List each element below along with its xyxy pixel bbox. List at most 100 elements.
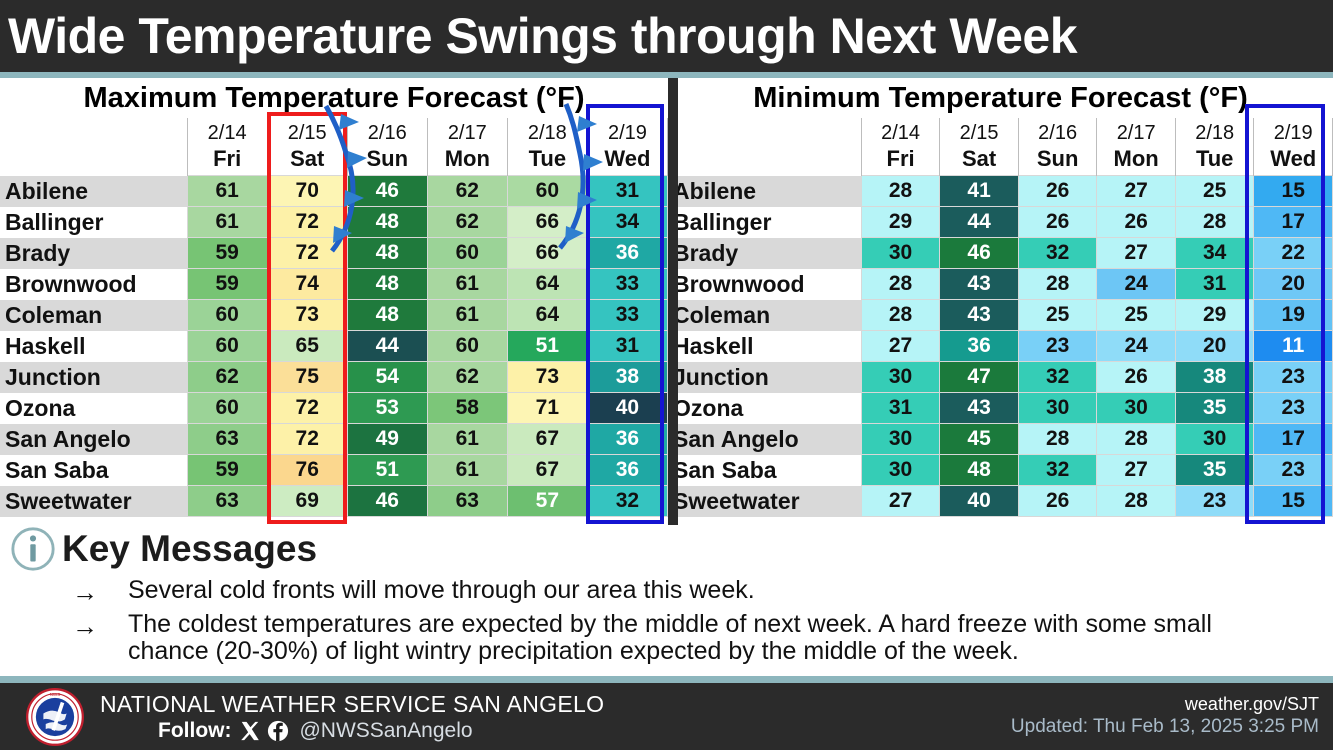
follow-row: Follow: @NWSSanAngelo bbox=[158, 719, 604, 743]
panel-divider bbox=[668, 78, 678, 525]
max-temp-cell: 76 bbox=[266, 454, 348, 486]
min-table-body: Abilene 28 41 26 27 25 15 Ballinger 29 44 26 26 28 17… bbox=[668, 175, 1333, 517]
min-temp-cell: 45 bbox=[939, 423, 1019, 455]
footer-bar: NWS NATIONAL WEATHER SERVICE SAN ANGELO … bbox=[0, 683, 1333, 750]
min-temp-cell: 31 bbox=[860, 392, 941, 424]
max-city-label: Ballinger bbox=[0, 206, 188, 238]
max-date-header-1: 2/15 bbox=[266, 118, 348, 146]
max-temp-cell: 48 bbox=[346, 206, 428, 238]
max-temp-cell: 62 bbox=[426, 361, 508, 393]
min-temp-cell: 25 bbox=[1174, 175, 1255, 207]
min-temp-cell: 29 bbox=[1174, 299, 1255, 331]
bullet-arrow-icon: → bbox=[72, 611, 98, 641]
min-temp-cell: 28 bbox=[1096, 485, 1176, 517]
min-city-label: Ballinger bbox=[668, 206, 862, 238]
table-row: San Angelo 63 72 49 61 67 36 bbox=[0, 423, 669, 455]
max-temp-cell: 31 bbox=[586, 175, 669, 207]
min-date-header-5: 2/19 bbox=[1253, 118, 1333, 146]
min-temp-cell: 35 bbox=[1174, 454, 1255, 486]
max-day-header-3: Mon bbox=[426, 146, 508, 176]
max-temp-cell: 67 bbox=[506, 454, 588, 486]
info-icon bbox=[11, 527, 55, 571]
key-message-bullet: → The coldest temperatures are expected b… bbox=[66, 611, 1333, 665]
max-temp-cell: 60 bbox=[186, 299, 268, 331]
max-temp-cell: 71 bbox=[506, 392, 588, 424]
max-temp-cell: 59 bbox=[186, 454, 268, 486]
min-temp-cell: 27 bbox=[1096, 454, 1176, 486]
max-temp-cell: 48 bbox=[346, 237, 428, 269]
min-city-label: Junction bbox=[668, 361, 862, 393]
table-row: Junction 62 75 54 62 73 38 bbox=[0, 361, 669, 393]
table-row: Ozona 60 72 53 58 71 40 bbox=[0, 392, 669, 424]
min-day-header-row: Fri Sat Sun Mon Tue Wed bbox=[668, 146, 1333, 176]
max-temp-cell: 64 bbox=[506, 299, 588, 331]
max-temp-cell: 32 bbox=[586, 485, 669, 517]
min-temp-cell: 17 bbox=[1253, 206, 1333, 238]
max-city-label: Junction bbox=[0, 361, 188, 393]
max-temp-cell: 60 bbox=[426, 237, 508, 269]
nws-logo: NWS bbox=[26, 687, 84, 746]
min-temp-cell: 27 bbox=[860, 330, 941, 362]
website-url[interactable]: weather.gov/SJT bbox=[1184, 694, 1319, 714]
min-city-label: Haskell bbox=[668, 330, 862, 362]
max-temp-cell: 51 bbox=[346, 454, 428, 486]
max-temp-cell: 66 bbox=[506, 237, 588, 269]
social-handle[interactable]: @NWSSanAngelo bbox=[299, 719, 473, 742]
max-date-header-5: 2/19 bbox=[586, 118, 669, 146]
min-temp-cell: 19 bbox=[1253, 299, 1333, 331]
key-messages-title: Key Messages bbox=[62, 528, 318, 569]
max-temp-cell: 58 bbox=[426, 392, 508, 424]
max-temp-cell: 61 bbox=[186, 175, 268, 207]
max-city-label: San Angelo bbox=[0, 423, 188, 455]
max-temp-cell: 70 bbox=[266, 175, 348, 207]
min-temp-cell: 27 bbox=[860, 485, 941, 517]
office-name: NATIONAL WEATHER SERVICE SAN ANGELO bbox=[100, 691, 605, 717]
max-temp-cell: 48 bbox=[346, 268, 428, 300]
min-temp-cell: 23 bbox=[1253, 454, 1333, 486]
table-row: Brady 30 46 32 27 34 22 bbox=[668, 237, 1333, 269]
max-temp-cell: 63 bbox=[426, 485, 508, 517]
svg-text:NWS: NWS bbox=[50, 692, 61, 697]
max-temp-cell: 40 bbox=[586, 392, 669, 424]
max-temp-cell: 72 bbox=[266, 206, 348, 238]
max-temp-cell: 69 bbox=[266, 485, 348, 517]
min-temp-cell: 43 bbox=[939, 268, 1019, 300]
max-city-label: Brownwood bbox=[0, 268, 188, 300]
min-temp-cell: 11 bbox=[1253, 330, 1333, 362]
max-temp-cell: 59 bbox=[186, 237, 268, 269]
min-city-label: Brownwood bbox=[668, 268, 862, 300]
min-temp-cell: 28 bbox=[860, 175, 941, 207]
bullet-arrow-icon: → bbox=[72, 577, 98, 607]
min-temp-cell: 25 bbox=[1096, 299, 1176, 331]
max-day-header-5: Wed bbox=[586, 146, 669, 176]
max-temp-cell: 61 bbox=[426, 423, 508, 455]
max-city-label: Sweetwater bbox=[0, 485, 188, 517]
max-temp-cell: 60 bbox=[506, 175, 588, 207]
min-day-header-1: Sat bbox=[939, 146, 1019, 176]
max-temp-cell: 48 bbox=[346, 299, 428, 331]
min-temp-cell: 36 bbox=[939, 330, 1019, 362]
max-temp-cell: 64 bbox=[506, 268, 588, 300]
max-temp-cell: 63 bbox=[186, 423, 268, 455]
max-header-corner-2 bbox=[0, 146, 188, 176]
max-temp-cell: 61 bbox=[426, 299, 508, 331]
min-day-header-5: Wed bbox=[1253, 146, 1333, 176]
max-temp-cell: 36 bbox=[586, 237, 669, 269]
x-twitter-icon[interactable] bbox=[239, 720, 261, 742]
facebook-icon[interactable] bbox=[267, 720, 289, 742]
table-row: Brownwood 59 74 48 61 64 33 bbox=[0, 268, 669, 300]
min-temp-cell: 15 bbox=[1253, 175, 1333, 207]
min-date-header-row: 2/14 2/15 2/16 2/17 2/18 2/19 bbox=[668, 118, 1333, 146]
table-row: Coleman 28 43 25 25 29 19 bbox=[668, 299, 1333, 331]
max-temp-cell: 46 bbox=[346, 485, 428, 517]
max-day-header-row: Fri Sat Sun Mon Tue Wed bbox=[0, 146, 669, 176]
min-temp-cell: 22 bbox=[1253, 237, 1333, 269]
min-city-label: Coleman bbox=[668, 299, 862, 331]
min-temp-cell: 15 bbox=[1253, 485, 1333, 517]
max-temp-cell: 75 bbox=[266, 361, 348, 393]
max-city-label: San Saba bbox=[0, 454, 188, 486]
min-date-header-2: 2/16 bbox=[1017, 118, 1098, 146]
min-date-header-4: 2/18 bbox=[1174, 118, 1255, 146]
min-temp-cell: 30 bbox=[1174, 423, 1255, 455]
min-temp-cell: 25 bbox=[1017, 299, 1098, 331]
